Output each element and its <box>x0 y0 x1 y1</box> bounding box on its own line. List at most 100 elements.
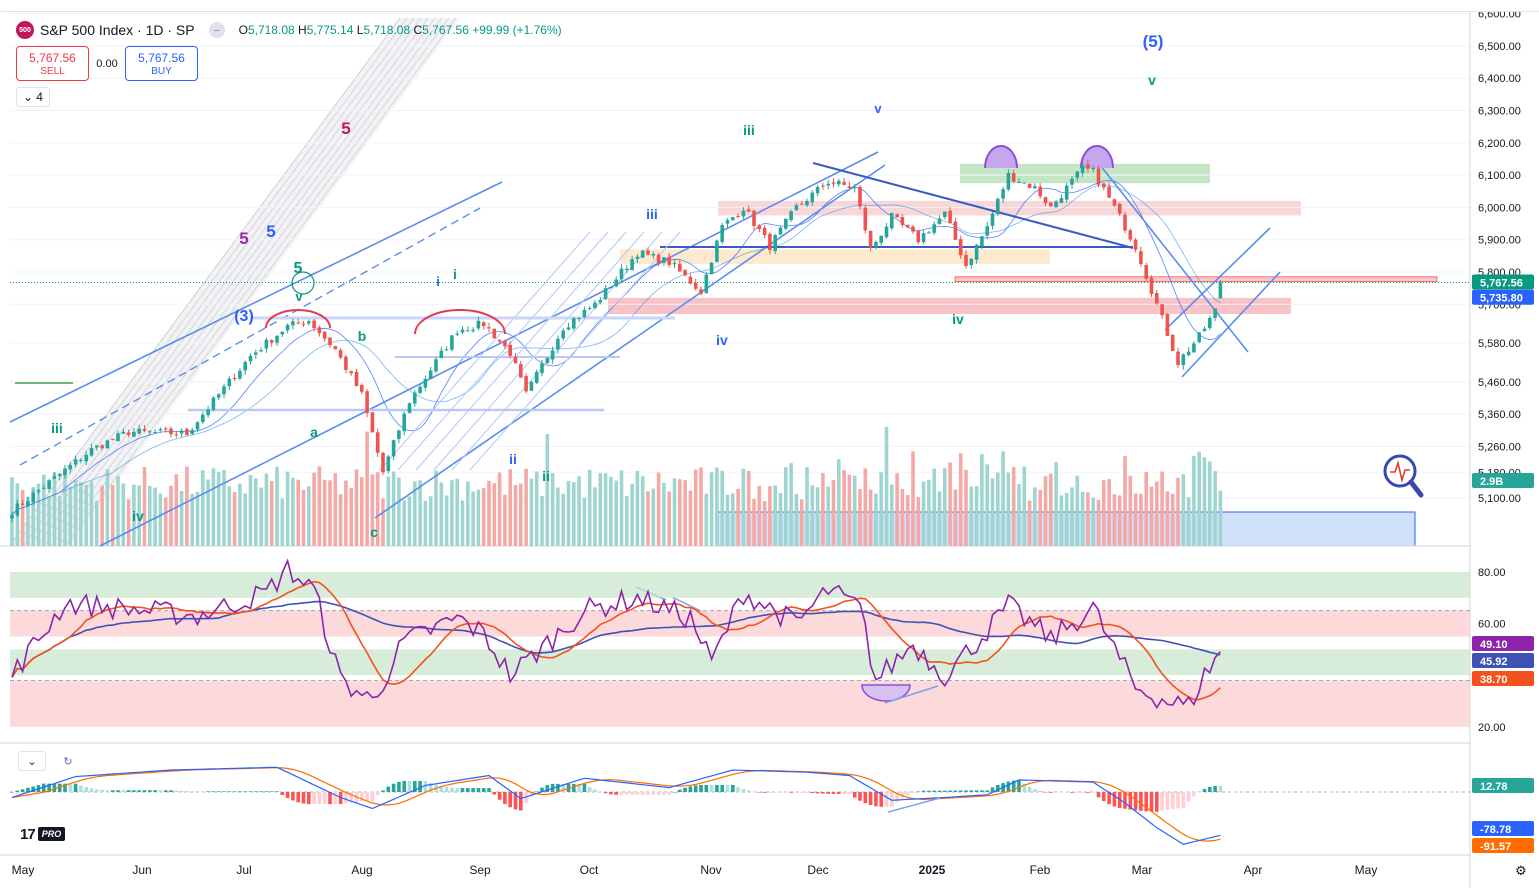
volume-bar <box>789 463 793 546</box>
wave-label: iv <box>716 332 728 348</box>
macd-histogram-bar <box>921 790 926 792</box>
volume-bar <box>879 472 883 546</box>
volume-bar <box>1165 491 1170 546</box>
volume-bar <box>116 475 120 546</box>
candle-body <box>52 476 57 479</box>
volume-bar <box>79 482 83 546</box>
candle-body <box>1213 308 1217 318</box>
volume-bar <box>264 473 269 546</box>
channel-line <box>51 17 443 546</box>
volume-bar <box>529 478 534 546</box>
candle-body <box>921 233 926 243</box>
macd-histogram-bar <box>625 792 629 795</box>
macd-histogram-bar <box>736 787 740 792</box>
volume-bar <box>582 497 587 546</box>
volume-bar <box>52 472 57 546</box>
trendline-falling[interactable] <box>812 162 1134 249</box>
trendline-breakout[interactable] <box>1099 164 1249 353</box>
volume-bar <box>974 486 979 546</box>
macd-histogram-bar <box>116 790 120 792</box>
trendline-lower-wedge[interactable] <box>1181 271 1281 378</box>
macd-histogram-bar <box>1213 785 1217 792</box>
macd-histogram-bar <box>619 792 624 795</box>
collapse-indicators-button[interactable]: ⌄ 4 <box>16 87 50 107</box>
time-axis-label: Mar <box>1132 863 1153 877</box>
volume-bar <box>174 474 179 546</box>
buy-button[interactable]: 5,767.56 BUY <box>125 46 198 81</box>
tradingview-logo[interactable]: 17 PRO <box>20 826 66 843</box>
wave-label: v <box>874 101 882 116</box>
rsi-tick-label: 80.00 <box>1478 567 1506 579</box>
macd-histogram-bar <box>821 792 825 794</box>
price-tick-label: 6,300.00 <box>1478 106 1521 118</box>
fan-line[interactable] <box>469 231 681 471</box>
candle-body <box>874 241 878 248</box>
volume-bar <box>683 480 687 546</box>
macd-histogram-bar <box>815 792 820 794</box>
volume-bar <box>656 472 661 546</box>
volume-bar <box>688 490 693 546</box>
candle-body <box>57 473 62 477</box>
sell-button[interactable]: 5,767.56 SELL <box>16 46 89 81</box>
macd-histogram-bar <box>948 790 952 792</box>
rsi-tick-label: 20.00 <box>1478 722 1506 734</box>
macd-histogram-bar <box>195 791 200 792</box>
volume-bar <box>630 483 634 546</box>
volume-bar <box>1176 477 1180 546</box>
trendline-dashed-channel[interactable] <box>19 207 481 466</box>
volume-bar <box>932 468 936 546</box>
candle-body <box>980 236 984 247</box>
fan-line[interactable] <box>433 231 645 471</box>
candle-body <box>725 220 730 224</box>
candle-body <box>529 381 534 391</box>
volume-bar <box>1075 475 1080 546</box>
macd-histogram-bar <box>121 790 126 792</box>
wave-label: iv <box>952 311 964 327</box>
volume-bar <box>185 466 189 546</box>
trendline-lower-channel[interactable] <box>99 151 879 547</box>
macd-histogram-bar <box>269 791 274 792</box>
candle-body <box>948 210 952 224</box>
volume-bar <box>497 472 502 546</box>
macd-histogram-bar <box>656 792 661 795</box>
candle-body <box>550 350 555 360</box>
refresh-icon[interactable]: ↻ <box>54 751 82 771</box>
macd-histogram-bar <box>688 786 693 792</box>
volume-bar <box>985 464 989 546</box>
volume-bar <box>317 466 322 546</box>
candle-body <box>95 445 99 448</box>
macd-histogram-bar <box>444 787 449 792</box>
candle-body <box>1160 304 1164 316</box>
settings-gear-icon[interactable]: ⚙ <box>1515 863 1527 878</box>
macd-histogram-bar <box>990 787 995 792</box>
fan-line[interactable] <box>415 231 627 471</box>
candle-body <box>757 225 762 230</box>
trendline-upper-channel[interactable] <box>9 181 503 423</box>
symbol-title[interactable]: S&P 500 Index · 1D · SP <box>40 22 195 38</box>
candle-body <box>121 431 126 434</box>
volume-bar <box>238 483 242 546</box>
volume-bar <box>492 483 497 546</box>
trendline-upper-wedge[interactable] <box>1164 227 1271 331</box>
candle-body <box>455 333 459 335</box>
change-value: +99.99 (+1.76%) <box>472 23 562 37</box>
volume-bar <box>858 489 862 546</box>
macd-histogram-bar <box>216 791 221 792</box>
volume-bar <box>307 486 311 546</box>
fan-line[interactable] <box>379 231 591 471</box>
macd-histogram-bar <box>1197 792 1201 793</box>
candle-body <box>481 322 486 327</box>
trendline-rising[interactable] <box>374 164 886 519</box>
macd-histogram-bar <box>609 792 613 795</box>
macd-histogram-bar <box>545 785 550 792</box>
zoom-search-icon[interactable] <box>1383 454 1424 498</box>
macd-histogram-bar <box>890 792 894 807</box>
chevron-down-icon[interactable]: ⌄ <box>18 751 46 771</box>
candle-body <box>1202 328 1207 332</box>
fan-line[interactable] <box>397 231 609 471</box>
hide-symbol-icon[interactable]: – <box>208 22 225 38</box>
macd-histogram-bar <box>132 790 136 792</box>
time-axis-label: Feb <box>1030 863 1051 877</box>
candle-body <box>487 327 491 329</box>
